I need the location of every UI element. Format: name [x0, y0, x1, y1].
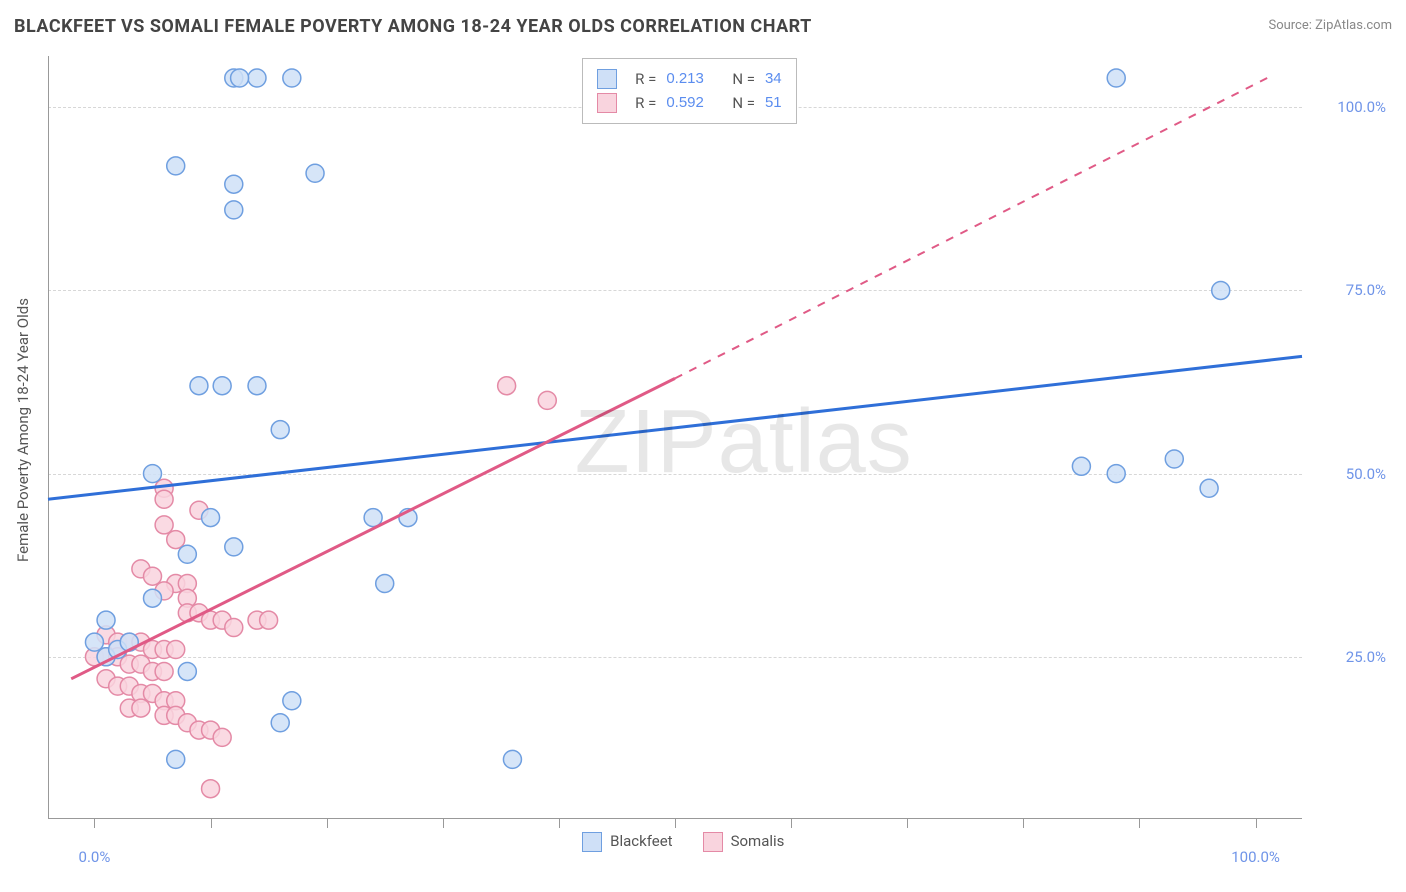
- blackfeet-point: [97, 611, 115, 629]
- somalis-point: [538, 391, 556, 409]
- y-tick-label: 100.0%: [1337, 98, 1386, 116]
- series-legend-item: Blackfeet: [582, 832, 672, 852]
- blackfeet-point: [248, 377, 266, 395]
- blackfeet-point: [213, 377, 231, 395]
- x-tick-mark: [211, 818, 212, 828]
- y-tick-label: 50.0%: [1346, 465, 1386, 483]
- y-axis-label: Female Poverty Among 18-24 Year Olds: [14, 166, 32, 430]
- blackfeet-point: [190, 377, 208, 395]
- blackfeet-point: [1072, 457, 1090, 475]
- stats-legend-row: R = 0.213 N = 34: [597, 67, 782, 91]
- legend-r-label: R =: [635, 91, 656, 115]
- series-legend-item: Somalis: [703, 832, 785, 852]
- y-tick-label: 25.0%: [1346, 648, 1386, 666]
- legend-r-value: 0.592: [666, 91, 722, 115]
- blackfeet-point: [225, 175, 243, 193]
- blackfeet-point: [1200, 479, 1218, 497]
- somalis-point: [213, 728, 231, 746]
- somalis-point: [155, 490, 173, 508]
- legend-r-value: 0.213: [666, 67, 722, 91]
- chart-title: BLACKFEET VS SOMALI FEMALE POVERTY AMONG…: [14, 16, 812, 37]
- legend-swatch: [597, 69, 617, 89]
- blackfeet-point: [271, 714, 289, 732]
- x-tick-mark: [94, 818, 95, 828]
- blackfeet-point: [271, 421, 289, 439]
- plot-area: 25.0%50.0%75.0%100.0%0.0%100.0%: [48, 56, 1392, 818]
- x-tick-label: 0.0%: [79, 848, 111, 866]
- x-tick-label: 100.0%: [1231, 848, 1280, 866]
- chart-svg: [48, 56, 1302, 818]
- series-legend-label: Blackfeet: [610, 832, 672, 850]
- x-tick-mark: [1139, 818, 1140, 828]
- somalis-point: [498, 377, 516, 395]
- legend-n-label: N =: [732, 91, 755, 115]
- source-label: Source: ZipAtlas.com: [1268, 18, 1392, 33]
- somalis-point: [260, 611, 278, 629]
- legend-n-value: 34: [765, 67, 782, 91]
- blackfeet-point: [178, 662, 196, 680]
- somalis-point: [132, 699, 150, 717]
- somalis-point: [202, 780, 220, 798]
- somalis-point: [144, 567, 162, 585]
- blackfeet-point: [306, 164, 324, 182]
- blackfeet-point: [178, 545, 196, 563]
- x-tick-mark: [907, 818, 908, 828]
- x-tick-mark: [559, 818, 560, 828]
- chart-root: { "title": "BLACKFEET VS SOMALI FEMALE P…: [0, 0, 1406, 892]
- legend-n-value: 51: [765, 91, 782, 115]
- legend-r-label: R =: [635, 67, 656, 91]
- blackfeet-point: [248, 69, 266, 87]
- blackfeet-point: [376, 575, 394, 593]
- blackfeet-point: [1107, 69, 1125, 87]
- blackfeet-point: [503, 750, 521, 768]
- legend-swatch: [597, 93, 617, 113]
- blackfeet-point: [85, 633, 103, 651]
- blackfeet-point: [167, 750, 185, 768]
- stats-legend: R = 0.213 N = 34 R = 0.592 N = 51: [582, 58, 797, 124]
- series-legend-label: Somalis: [731, 832, 785, 850]
- stats-legend-row: R = 0.592 N = 51: [597, 91, 782, 115]
- x-tick-mark: [1023, 818, 1024, 828]
- legend-swatch: [703, 832, 723, 852]
- legend-n-label: N =: [732, 67, 755, 91]
- y-tick-label: 75.0%: [1346, 281, 1386, 299]
- x-tick-mark: [791, 818, 792, 828]
- x-tick-mark: [443, 818, 444, 828]
- blackfeet-point: [202, 509, 220, 527]
- somalis-point: [155, 516, 173, 534]
- x-tick-mark: [1256, 818, 1257, 828]
- blackfeet-point: [231, 69, 249, 87]
- blackfeet-point: [283, 692, 301, 710]
- blackfeet-point: [283, 69, 301, 87]
- series-legend: Blackfeet Somalis: [582, 832, 784, 852]
- legend-swatch: [582, 832, 602, 852]
- blackfeet-point: [1165, 450, 1183, 468]
- blackfeet-point: [167, 157, 185, 175]
- blackfeet-point: [225, 538, 243, 556]
- x-tick-mark: [675, 818, 676, 828]
- x-tick-mark: [327, 818, 328, 828]
- blackfeet-point: [225, 201, 243, 219]
- blackfeet-point: [1212, 281, 1230, 299]
- somalis-point: [167, 640, 185, 658]
- somalis-point: [167, 531, 185, 549]
- somalis-point: [155, 662, 173, 680]
- blackfeet-point: [1107, 465, 1125, 483]
- blackfeet-point: [144, 465, 162, 483]
- blackfeet-point: [144, 589, 162, 607]
- somalis-point: [225, 619, 243, 637]
